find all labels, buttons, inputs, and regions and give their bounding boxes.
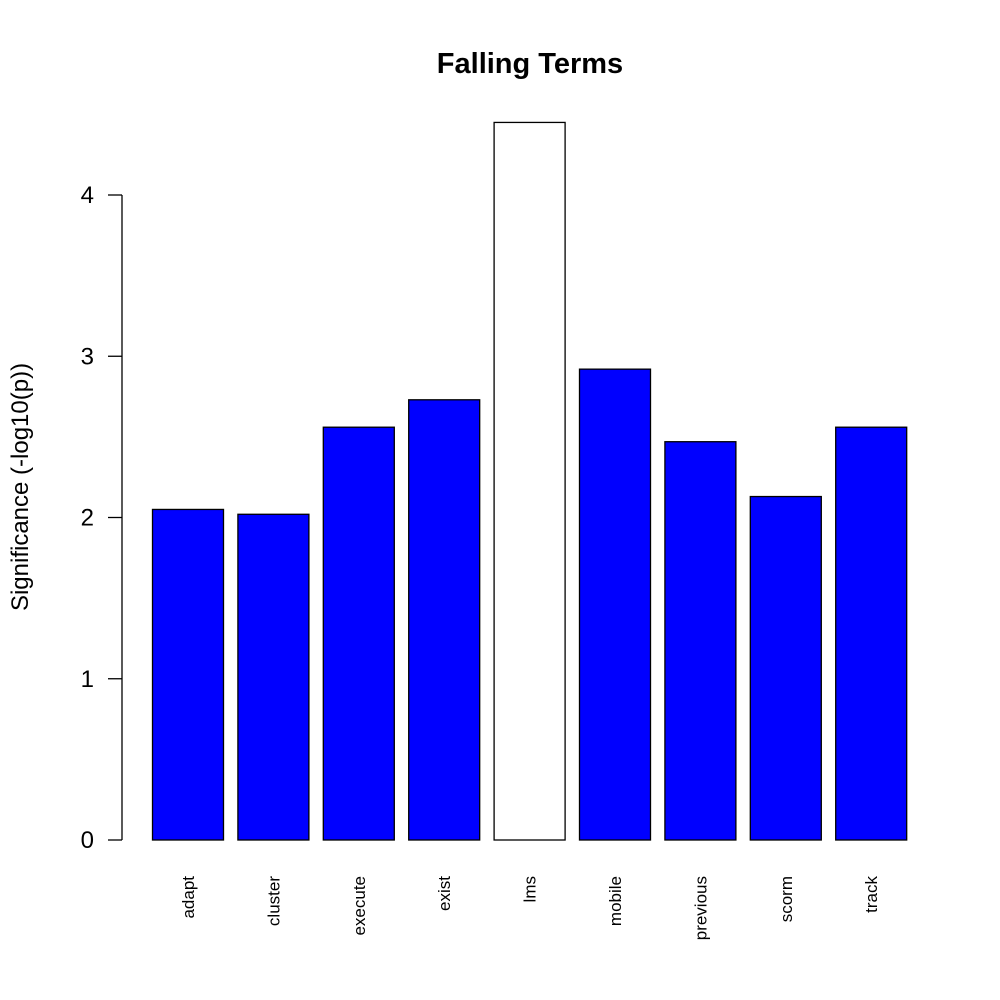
y-tick-label: 3 bbox=[81, 343, 94, 370]
chart-title: Falling Terms bbox=[437, 48, 623, 80]
x-tick-label: adapt bbox=[179, 876, 198, 919]
bar-exist bbox=[408, 399, 481, 841]
bar-scorm bbox=[749, 495, 822, 841]
bar-track bbox=[835, 426, 908, 841]
x-axis-labels: adapt cluster execute exist lms mobile previou… bbox=[179, 876, 881, 941]
bar-lms bbox=[493, 121, 566, 841]
x-tick-label: previous bbox=[691, 876, 710, 940]
x-tick-label: mobile bbox=[606, 876, 625, 926]
bar-execute bbox=[322, 426, 395, 841]
y-axis-label: Significance (-log10(p)) bbox=[7, 363, 34, 611]
x-tick-label: execute bbox=[350, 876, 369, 936]
y-tick-label: 1 bbox=[81, 666, 94, 693]
x-tick-label: track bbox=[862, 876, 881, 913]
bar-previous bbox=[664, 441, 737, 841]
bar-mobile bbox=[578, 368, 652, 841]
x-tick-label: lms bbox=[521, 876, 540, 902]
bar-cluster bbox=[237, 513, 310, 841]
y-tick-label: 0 bbox=[81, 827, 94, 854]
y-axis-ticks: 0 1 2 3 4 bbox=[81, 182, 122, 854]
bars-group bbox=[151, 121, 908, 841]
y-tick-label: 2 bbox=[81, 505, 94, 532]
y-tick-label: 4 bbox=[81, 182, 94, 209]
x-tick-label: scorm bbox=[777, 876, 796, 922]
bar-adapt bbox=[151, 508, 225, 841]
x-tick-label: cluster bbox=[264, 876, 283, 926]
x-tick-label: exist bbox=[435, 876, 454, 911]
